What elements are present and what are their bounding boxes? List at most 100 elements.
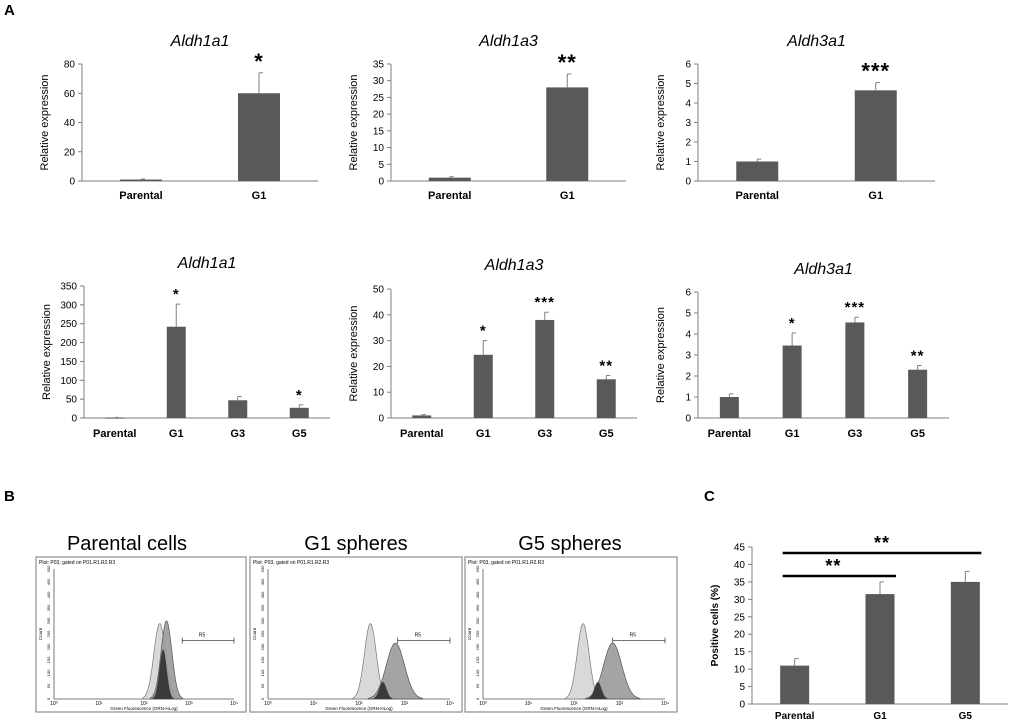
chart-a4: Aldh1a1 0 50 100 150 200 250 300 350 Relative exp… bbox=[41, 255, 330, 440]
flow-y-tick-label: 100 bbox=[475, 669, 480, 676]
y-tick-label: 40 bbox=[64, 118, 76, 129]
y-tick-label: 35 bbox=[373, 60, 385, 71]
y-tick-label: 20 bbox=[734, 630, 746, 641]
x-tick-label: Parental bbox=[400, 428, 443, 440]
chart-title: Aldh1a3 bbox=[478, 33, 538, 50]
bar-g1 bbox=[546, 87, 589, 181]
flow-y-axis-label: Count bbox=[38, 627, 43, 640]
flow-y-tick-label: 400 bbox=[46, 591, 51, 598]
flow-y-tick-label: 250 bbox=[46, 630, 51, 637]
bar-parental bbox=[736, 161, 779, 181]
flow-plot-header: Plot: P03, gated on P01.R1.R2.R3 bbox=[253, 560, 329, 566]
y-tick-label: 0 bbox=[69, 177, 75, 188]
y-tick-label: 0 bbox=[739, 700, 745, 711]
significance-label: * bbox=[254, 49, 264, 74]
y-tick-label: 50 bbox=[373, 285, 385, 296]
significance-label: * bbox=[480, 323, 487, 340]
flow-y-tick-label: 250 bbox=[260, 630, 265, 637]
y-tick-label: 35 bbox=[734, 577, 746, 588]
bar-parental bbox=[719, 397, 739, 418]
flow-x-axis-label: Green Fluorescence (GRN-HLog) bbox=[325, 706, 393, 711]
y-tick-label: 250 bbox=[60, 319, 77, 330]
y-tick-label: 20 bbox=[64, 147, 76, 158]
flow-panel-title: Parental cells bbox=[67, 533, 187, 555]
flow-y-tick-label: 500 bbox=[475, 565, 480, 572]
flow-x-tick-label: 10⁰ bbox=[264, 701, 272, 707]
flow-x-tick-label: 10² bbox=[355, 701, 363, 707]
y-tick-label: 150 bbox=[60, 357, 77, 368]
histogram-overlap bbox=[372, 682, 394, 699]
bar-g3 bbox=[535, 319, 555, 418]
chart-a5: Aldh1a3 0 10 20 30 40 50 Relative expression Par… bbox=[348, 257, 637, 440]
y-tick-label: 350 bbox=[60, 282, 77, 293]
y-tick-label: 3 bbox=[685, 351, 691, 362]
flow-x-tick-label: 10⁴ bbox=[661, 701, 669, 707]
bar-g1 bbox=[166, 326, 186, 418]
y-tick-label: 20 bbox=[373, 110, 385, 121]
gate-label: R5 bbox=[630, 633, 637, 639]
significance-label: ** bbox=[911, 348, 925, 365]
flow-x-tick-label: 10¹ bbox=[525, 701, 533, 707]
y-tick-label: 45 bbox=[734, 543, 746, 554]
y-tick-label: 2 bbox=[685, 372, 691, 383]
bar-g3 bbox=[228, 400, 248, 418]
x-tick-label: Parental bbox=[93, 428, 136, 440]
flow-y-tick-label: 200 bbox=[475, 643, 480, 650]
flow-panel-frame bbox=[35, 556, 247, 713]
y-tick-label: 0 bbox=[685, 414, 691, 425]
y-tick-label: 300 bbox=[60, 300, 77, 311]
x-tick-label: G1 bbox=[560, 190, 575, 202]
bar-g5 bbox=[908, 369, 928, 418]
flow-plot-header: Plot: P03, gated on P01.R1.R2.R3 bbox=[468, 560, 544, 566]
y-tick-label: 100 bbox=[60, 376, 77, 387]
y-tick-label: 40 bbox=[373, 310, 385, 321]
x-tick-label: G1 bbox=[873, 711, 887, 722]
flow-x-tick-label: 10¹ bbox=[310, 701, 318, 707]
x-tick-label: G3 bbox=[230, 428, 245, 440]
panel-label-a: A bbox=[4, 2, 15, 19]
y-tick-label: 6 bbox=[685, 60, 691, 71]
flow-panel-frame bbox=[464, 556, 678, 713]
flow-y-tick-label: 350 bbox=[260, 604, 265, 611]
flow-y-tick-label: 450 bbox=[46, 578, 51, 585]
bar-g5 bbox=[950, 581, 980, 704]
y-tick-label: 1 bbox=[685, 393, 691, 404]
flow-y-tick-label: 200 bbox=[260, 643, 265, 650]
y-tick-label: 5 bbox=[685, 309, 691, 320]
flow-y-axis-label: Count bbox=[252, 627, 257, 640]
significance-label: *** bbox=[534, 294, 555, 311]
bar-g5 bbox=[289, 407, 309, 418]
x-tick-label: Parental bbox=[708, 428, 751, 440]
flow-x-axis-label: Green Fluorescence (GRN-HLog) bbox=[540, 706, 608, 711]
flow-y-tick-label: 50 bbox=[260, 683, 265, 688]
y-axis-label: Relative expression bbox=[41, 304, 53, 400]
chart-a3: Aldh3a1 0 1 2 3 4 5 6 Relative expression Parenta… bbox=[655, 33, 935, 202]
bar-g1 bbox=[782, 345, 802, 418]
y-tick-label: 4 bbox=[685, 330, 691, 341]
x-tick-label: G5 bbox=[292, 428, 307, 440]
flow-x-tick-label: 10¹ bbox=[95, 701, 103, 707]
panel-label-c: C bbox=[704, 488, 715, 505]
y-axis-label: Positive cells (%) bbox=[710, 585, 721, 667]
bracket-label: ** bbox=[874, 533, 890, 553]
flow-y-tick-label: 300 bbox=[475, 617, 480, 624]
bar-g5 bbox=[596, 379, 616, 418]
y-axis-label: Relative expression bbox=[348, 306, 360, 402]
bar-parental bbox=[428, 177, 471, 181]
significance-label: ** bbox=[599, 357, 613, 374]
chart-a6: Aldh3a1 0 1 2 3 4 5 6 Relative expression Parenta… bbox=[655, 261, 949, 440]
y-tick-label: 0 bbox=[71, 414, 77, 425]
flow-x-tick-label: 10⁴ bbox=[446, 701, 454, 707]
y-tick-label: 80 bbox=[64, 60, 76, 71]
chart-title: Aldh1a3 bbox=[484, 257, 544, 274]
y-tick-label: 3 bbox=[685, 118, 691, 129]
y-tick-label: 5 bbox=[739, 682, 745, 693]
flow-y-tick-label: 100 bbox=[46, 669, 51, 676]
y-tick-label: 6 bbox=[685, 288, 691, 299]
significance-label: * bbox=[789, 315, 796, 332]
x-tick-label: G1 bbox=[868, 190, 883, 202]
flow-panel-title: G1 spheres bbox=[304, 533, 407, 555]
bar-parental bbox=[412, 415, 432, 418]
y-tick-label: 20 bbox=[373, 362, 385, 373]
bar-parental bbox=[105, 417, 125, 419]
